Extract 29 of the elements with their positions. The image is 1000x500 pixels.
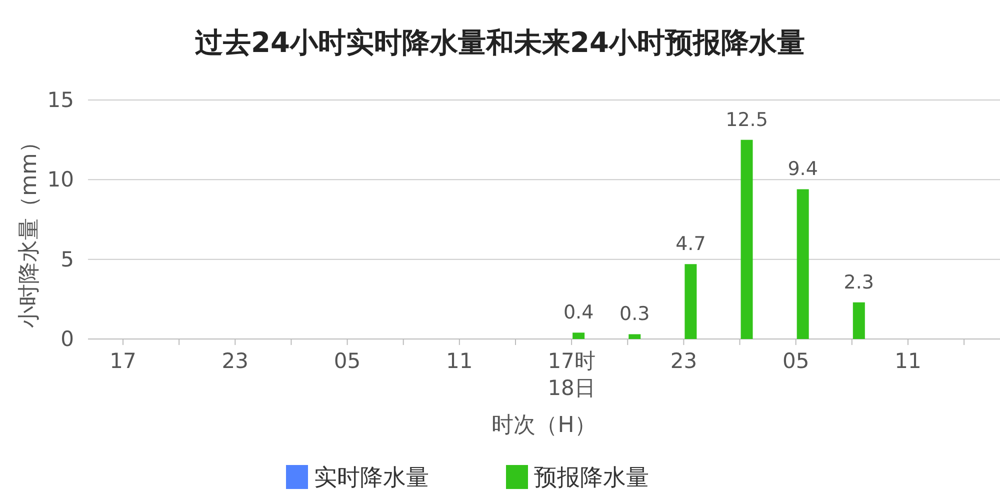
bar: [796, 189, 809, 339]
data-label: 4.7: [676, 233, 706, 256]
y-tick-label: 15: [47, 88, 74, 112]
data-label: 0.3: [620, 303, 650, 326]
x-tick-label: 05: [782, 349, 810, 373]
y-axis-title: 小时降水量（mm）: [17, 131, 42, 328]
x-tick-label: 05: [334, 349, 361, 373]
x-tick-label: 17时 18日: [548, 349, 596, 400]
x-tick-label: 11: [894, 349, 922, 373]
legend-label: 实时降水量: [314, 465, 429, 491]
y-tick-label: 5: [60, 247, 74, 272]
x-axis-title: 时次（H）: [492, 413, 596, 438]
bar: [684, 264, 697, 339]
x-tick-label: 11: [446, 349, 473, 373]
y-tick-label: 10: [47, 168, 74, 192]
bar: [572, 332, 585, 339]
data-label: 2.3: [844, 271, 874, 294]
legend-label: 预报降水量: [534, 465, 649, 491]
x-tick-label: 17: [110, 349, 136, 373]
bar: [852, 302, 865, 339]
y-tick-label: 0: [60, 327, 74, 351]
bar: [628, 334, 641, 339]
data-label: 12.5: [726, 108, 768, 131]
chart-title: 过去24小时实时降水量和未来24小时预报降水量: [194, 26, 805, 59]
bar: [740, 140, 753, 339]
data-label: 0.4: [563, 302, 594, 324]
data-label: 9.4: [788, 158, 818, 180]
x-tick-label: 23: [222, 349, 249, 373]
x-tick-label: 23: [670, 349, 698, 373]
